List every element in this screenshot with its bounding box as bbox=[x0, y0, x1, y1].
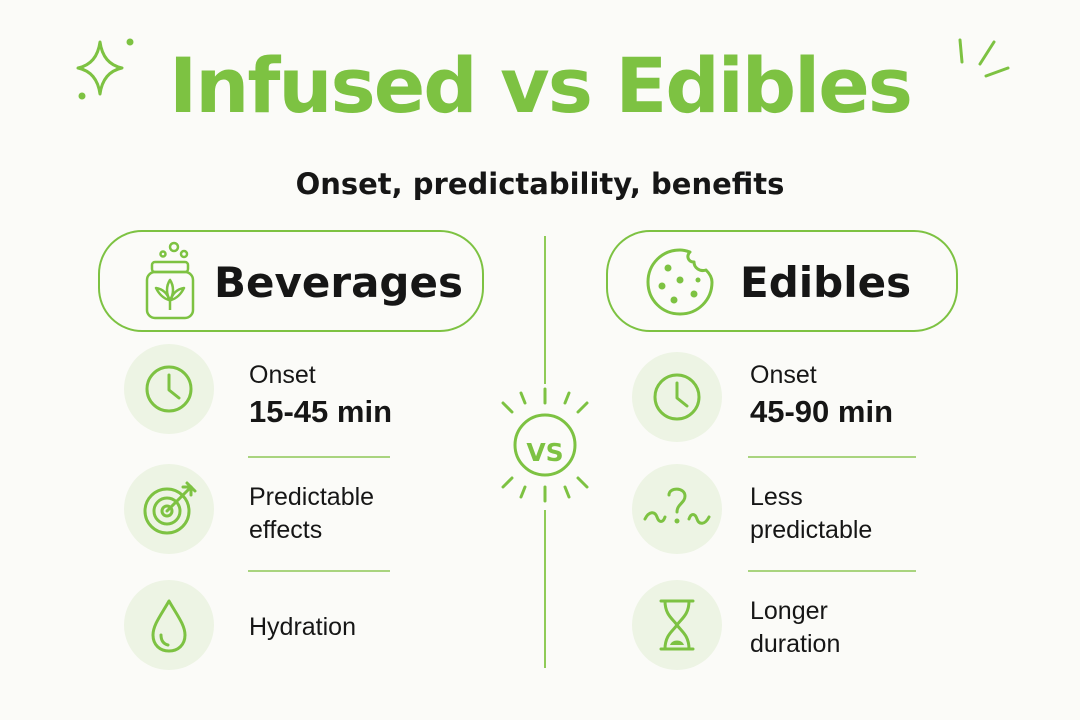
left-hydration-label: Hydration bbox=[249, 613, 356, 641]
vs-badge bbox=[501, 387, 589, 503]
right-predict-icon-bg bbox=[632, 464, 722, 554]
right-duration-line2: duration bbox=[750, 630, 841, 658]
edibles-title: Edibles bbox=[740, 258, 912, 307]
cookie-icon bbox=[646, 248, 714, 316]
center-divider-top bbox=[544, 236, 546, 384]
clock-icon bbox=[145, 365, 193, 413]
edibles-header bbox=[606, 230, 958, 332]
left-predict-line1: Predictable bbox=[249, 483, 375, 511]
left-divider-1 bbox=[248, 456, 390, 458]
can-icon bbox=[145, 241, 195, 320]
page-title: Infused vs Edibles bbox=[168, 41, 913, 130]
right-divider-2 bbox=[748, 570, 916, 572]
right-predict-line1: Less bbox=[750, 483, 803, 511]
droplet-icon bbox=[151, 599, 187, 653]
right-onset-label: Onset bbox=[750, 361, 817, 389]
hourglass-icon bbox=[659, 599, 695, 651]
sparkle-icon bbox=[76, 38, 134, 100]
right-duration-icon-bg bbox=[632, 580, 722, 670]
right-duration-line1: Longer bbox=[750, 597, 828, 625]
target-icon bbox=[143, 481, 197, 535]
left-onset-value: 15-45 min bbox=[249, 394, 393, 429]
right-onset-icon-bg bbox=[632, 352, 722, 442]
right-predict-line2: predictable bbox=[750, 516, 873, 544]
left-predict-icon-bg bbox=[124, 464, 214, 554]
left-predict-line2: effects bbox=[249, 516, 323, 544]
beverages-title: Beverages bbox=[214, 258, 463, 307]
right-divider-1 bbox=[748, 456, 916, 458]
vs-label: VS bbox=[526, 438, 564, 467]
burst-lines-icon bbox=[958, 38, 1010, 78]
center-divider-bottom bbox=[544, 510, 546, 668]
question-icon bbox=[643, 487, 711, 525]
left-onset-icon-bg bbox=[124, 344, 214, 434]
left-divider-2 bbox=[248, 570, 390, 572]
page-subtitle: Onset, predictability, benefits bbox=[295, 167, 785, 201]
clock-icon bbox=[653, 373, 701, 421]
left-onset-label: Onset bbox=[249, 361, 316, 389]
left-hydration-icon-bg bbox=[124, 580, 214, 670]
right-onset-value: 45-90 min bbox=[750, 394, 894, 429]
beverages-header bbox=[98, 230, 484, 332]
